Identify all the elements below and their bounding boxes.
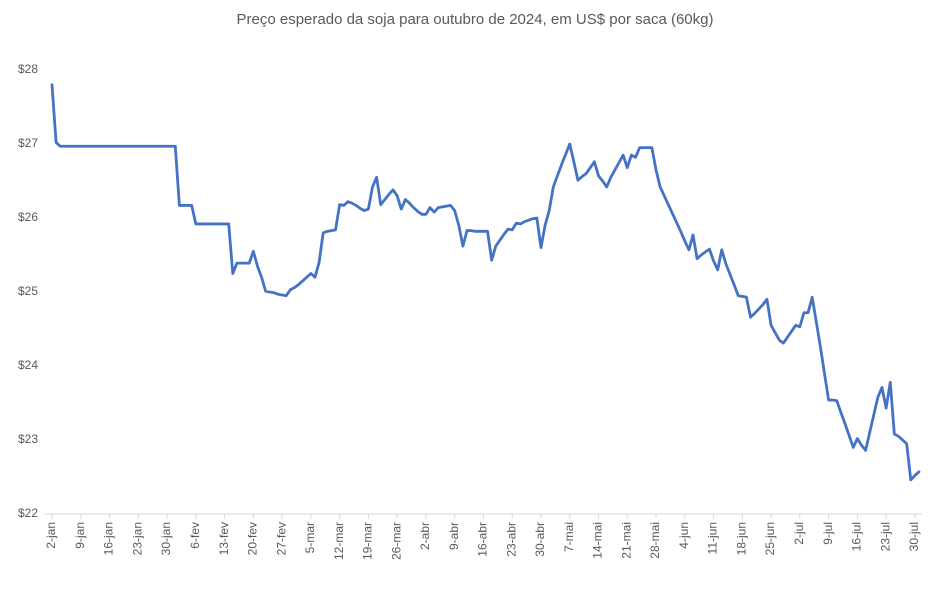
x-tick-label: 30-jul xyxy=(907,522,921,551)
x-tick-label: 16-jan xyxy=(102,522,116,555)
x-tick-label: 9-jan xyxy=(73,522,87,549)
y-tick-label: $27 xyxy=(18,136,38,150)
y-tick-label: $23 xyxy=(18,432,38,446)
y-tick-label: $28 xyxy=(18,62,38,76)
x-tick-label: 16-abr xyxy=(476,522,490,557)
x-tick-label: 12-mar xyxy=(332,522,346,560)
x-tick-label: 7-mai xyxy=(562,522,576,552)
x-tick-label: 23-abr xyxy=(504,522,518,557)
x-tick-label: 27-fev xyxy=(274,522,288,555)
x-tick-label: 28-mai xyxy=(648,522,662,559)
x-tick-label: 4-jun xyxy=(677,522,691,549)
x-tick-label: 30-abr xyxy=(533,522,547,557)
y-tick-label: $22 xyxy=(18,506,38,520)
y-tick-label: $24 xyxy=(18,358,38,372)
x-tick-label: 2-jul xyxy=(792,522,806,545)
x-tick-label: 2-abr xyxy=(418,522,432,550)
price-line xyxy=(50,83,921,482)
x-tick-label: 30-jan xyxy=(159,522,173,555)
x-tick-label: 9-jul xyxy=(821,522,835,545)
x-tick-label: 2-jan xyxy=(44,522,58,549)
x-tick-label: 5-mar xyxy=(303,522,317,553)
x-tick-label: 19-mar xyxy=(361,522,375,560)
x-tick-label: 21-mai xyxy=(619,522,633,559)
x-tick-label: 20-fev xyxy=(246,522,260,555)
x-tick-label: 26-mar xyxy=(389,522,403,560)
y-tick-label: $26 xyxy=(18,210,38,224)
x-tick-label: 13-fev xyxy=(217,522,231,555)
x-tick-label: 16-jul xyxy=(850,522,864,551)
x-tick-label: 6-fev xyxy=(188,522,202,549)
x-tick-label: 25-jun xyxy=(763,522,777,555)
x-tick-label: 23-jul xyxy=(878,522,892,551)
x-tick-label: 18-jun xyxy=(734,522,748,555)
x-tick-label: 14-mai xyxy=(591,522,605,559)
chart-title: Preço esperado da soja para outubro de 2… xyxy=(237,11,714,28)
y-tick-label: $25 xyxy=(18,284,38,298)
x-tick-label: 9-abr xyxy=(447,522,461,550)
x-tick-label: 23-jan xyxy=(130,522,144,555)
x-tick-label: 11-jun xyxy=(706,522,720,554)
